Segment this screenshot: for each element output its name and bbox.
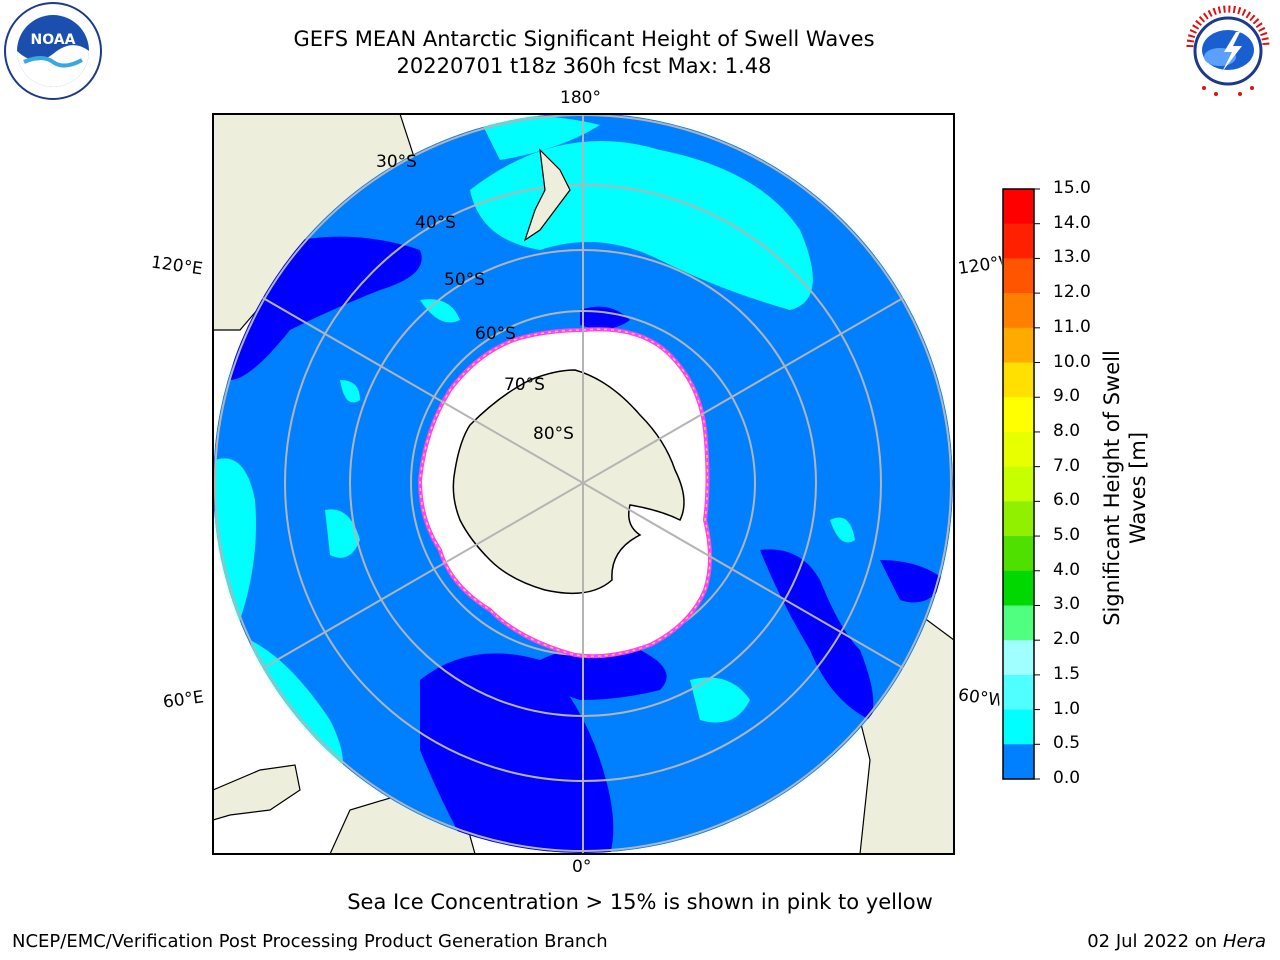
colorbar-segment [1003,431,1034,468]
colorbar-label-line2: Waves [m] [1126,432,1150,544]
colorbar-segment [1003,466,1034,502]
colorbar-tick-label: 10.0 [1053,351,1091,372]
lat-label-40s: 40°S [415,213,456,233]
sea-ice-edge-yellow [419,328,711,657]
noaa-logo: NOAA [4,2,102,100]
footer-date: 02 Jul 2022 on Hera [1087,931,1266,952]
colorbar-segment [1003,327,1034,364]
meridian-label-180: 180° [560,88,601,108]
colorbar-tick-label: 3.0 [1053,594,1081,615]
colorbar-tick-label: 7.0 [1053,455,1081,476]
colorbar-tick-label: 0.0 [1053,768,1081,788]
colorbar-tick-label: 1.0 [1053,698,1081,719]
colorbar-tick-label: 2.0 [1053,629,1081,650]
colorbar-tick-label: 5.0 [1053,525,1081,546]
colorbar-label: Significant Height of Swell Waves [m] [1095,318,1155,658]
lat-label-30s: 30°S [376,152,417,172]
colorbar-tick-label: 13.0 [1053,247,1091,268]
antarctica [452,369,685,595]
chart-subtitle: 20220701 t18z 360h fcst Max: 1.48 [396,54,772,78]
colorbar-segment [1003,258,1034,294]
new-zealand [523,148,571,242]
footer-host: Hera [1222,931,1266,952]
colorbar-segment [1003,501,1034,537]
colorbar-tick-label: 8.0 [1053,420,1081,441]
footer-date-text: 02 Jul 2022 on [1087,931,1223,952]
colorbar [1002,188,1040,780]
colorbar-segment [1003,397,1034,433]
lat-label-60s: 60°S [475,324,516,344]
footer-branch: NCEP/EMC/Verification Post Processing Pr… [12,931,608,952]
colorbar-segment [1003,223,1034,259]
colorbar-segment [1003,570,1034,606]
colorbar-segment [1003,744,1034,780]
colorbar-tick-label: 9.0 [1053,386,1081,407]
lat-label-70s: 70°S [504,375,545,395]
colorbar-segment [1003,293,1034,329]
nws-logo [1181,4,1275,98]
meridian-label-0: 0° [572,857,592,877]
noaa-logo-text: NOAA [31,32,76,48]
sea-ice-note: Sea Ice Concentration > 15% is shown in … [347,890,933,914]
chart-title: GEFS MEAN Antarctic Significant Height o… [293,27,875,51]
colorbar-tick-label: 0.5 [1053,733,1081,754]
colorbar-tick-label: 15.0 [1053,178,1091,198]
colorbar-tick-label: 4.0 [1053,559,1081,580]
colorbar-segment [1003,640,1034,676]
colorbar-segment [1003,674,1034,711]
colorbar-tick-label: 6.0 [1053,490,1081,511]
lat-label-80s: 80°S [533,424,574,444]
colorbar-tick-label: 12.0 [1053,282,1091,303]
colorbar-segment [1003,709,1034,745]
colorbar-segment [1003,605,1034,641]
colorbar-tick-label: 1.5 [1053,663,1081,684]
lat-label-50s: 50°S [444,270,485,290]
colorbar-segment [1003,362,1034,398]
meridian-lines [262,113,904,853]
colorbar-segment [1003,536,1034,572]
colorbar-segment [1003,189,1034,225]
colorbar-tick-label: 14.0 [1053,212,1091,233]
map-frame [212,113,955,855]
colorbar-label-line1: Significant Height of Swell [1100,350,1124,626]
colorbar-frame [1002,188,1035,780]
colorbar-tick-label: 11.0 [1053,316,1091,337]
